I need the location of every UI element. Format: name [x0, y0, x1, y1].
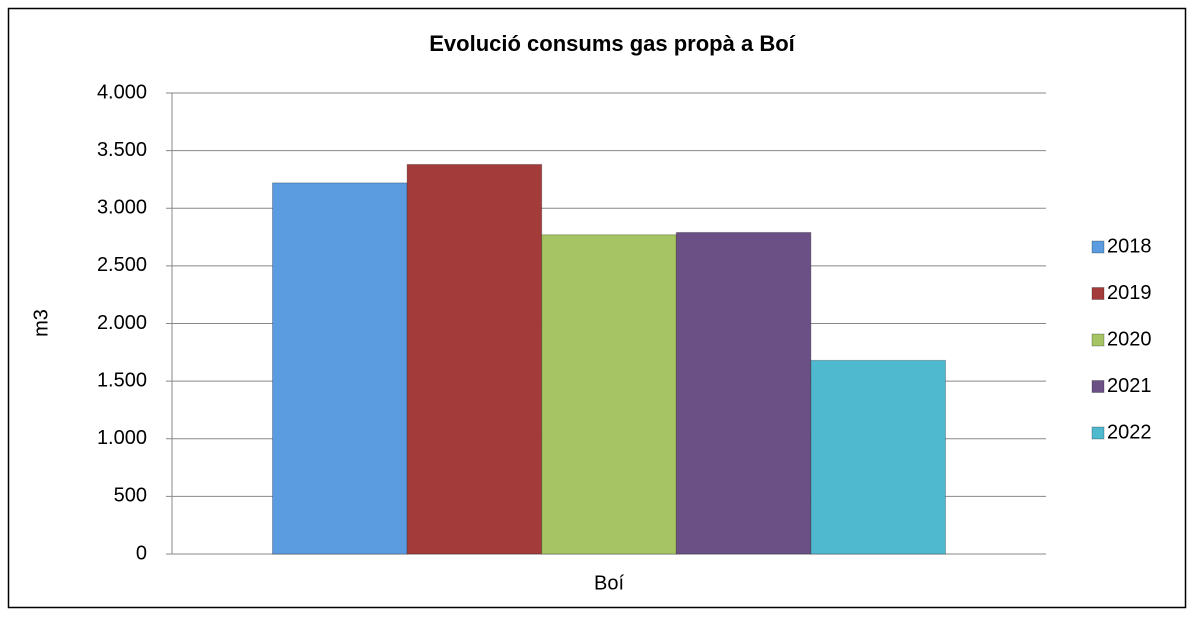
legend-swatch	[1091, 380, 1105, 393]
y-tick-label: 0	[136, 542, 147, 564]
y-axis-label: m3	[30, 309, 52, 337]
y-tick-label: 2.000	[97, 312, 147, 334]
legend-label: 2018	[1107, 235, 1152, 257]
y-tick-label: 2.500	[97, 254, 147, 276]
legend-swatch	[1091, 240, 1105, 254]
y-tick-label: 1.500	[97, 369, 147, 391]
legend-label: 2021	[1107, 375, 1152, 397]
legend-swatch	[1091, 287, 1105, 300]
bar	[675, 231, 812, 555]
y-tick-label: 1.000	[97, 427, 147, 449]
y-tick-label: 500	[114, 485, 147, 507]
legend-label: 2019	[1107, 282, 1152, 304]
chart-title: Evolució consums gas propà a Boí	[429, 31, 795, 56]
legend-swatch	[1091, 426, 1105, 440]
y-tick-label: 4.000	[97, 81, 147, 103]
bar	[541, 234, 677, 555]
y-tick-label: 3.000	[97, 197, 147, 219]
x-tick-label: Boí	[594, 572, 624, 594]
bar	[406, 163, 543, 555]
legend-swatch	[1091, 333, 1105, 347]
bar	[272, 182, 408, 555]
y-tick-label: 3.500	[97, 139, 147, 161]
legend-label: 2022	[1107, 421, 1152, 443]
bar	[810, 359, 946, 555]
legend-label: 2020	[1107, 328, 1152, 350]
